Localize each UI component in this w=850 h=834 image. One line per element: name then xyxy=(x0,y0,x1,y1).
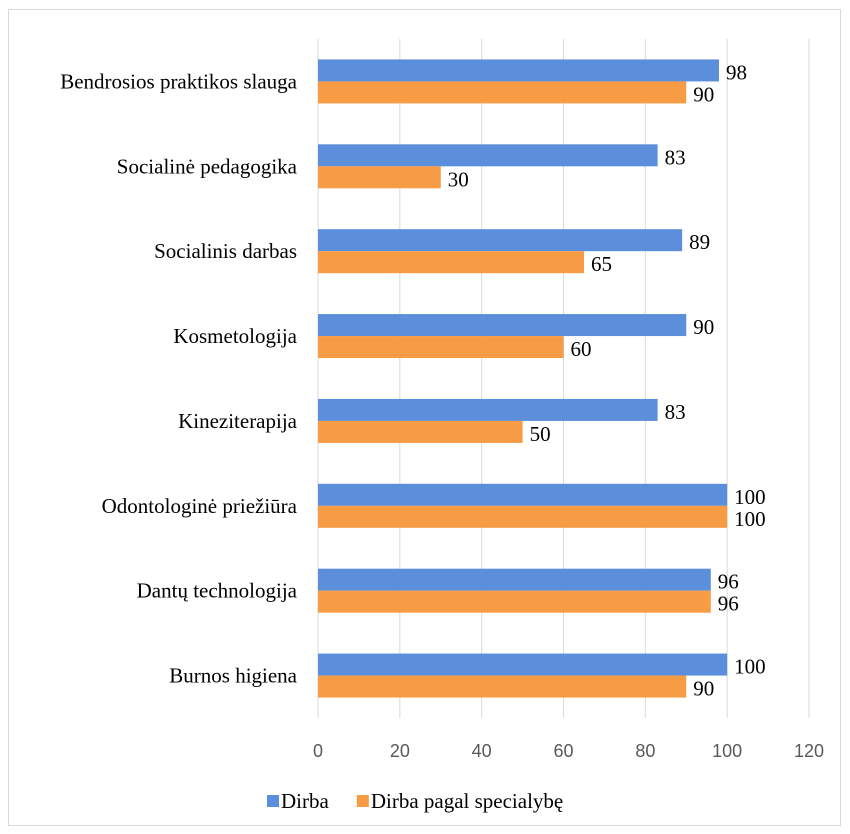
data-label-dirba-burnos-higiena: 100 xyxy=(734,655,766,679)
x-tick-80: 80 xyxy=(635,741,655,761)
bar-dirba-odontologine-prieziura xyxy=(318,483,728,506)
bar-dirba-burnos-higiena xyxy=(318,653,728,676)
bar-dirba-pagal-specialybe-burnos-higiena xyxy=(318,675,687,698)
bar-dirba-pagal-specialybe-odontologine-prieziura xyxy=(318,505,728,528)
data-label-dirba-pagal-specialybe-burnos-higiena: 90 xyxy=(693,677,714,701)
category-label-dantu-technologija: Dantų technologija xyxy=(137,579,298,603)
x-tick-20: 20 xyxy=(390,741,410,761)
x-tick-0: 0 xyxy=(313,741,323,761)
x-tick-100: 100 xyxy=(712,741,742,761)
x-tick-120: 120 xyxy=(794,741,824,761)
data-label-dirba-pagal-specialybe-socialine-pedagogika: 30 xyxy=(448,167,469,191)
category-labels: Bendrosios praktikos slauga Socialinė ped… xyxy=(60,69,297,687)
data-label-dirba-pagal-specialybe-socialinis-darbas: 65 xyxy=(591,252,612,276)
data-label-dirba-kineziterapija: 83 xyxy=(665,400,686,424)
data-label-dirba-pagal-specialybe-odontologine-prieziura: 100 xyxy=(734,507,766,531)
category-label-burnos-higiena: Burnos higiena xyxy=(169,664,297,688)
legend: Dirba Dirba pagal specialybę xyxy=(267,789,563,813)
bar-dirba-pagal-specialybe-kineziterapija xyxy=(318,420,523,443)
bar-dirba-bendrosios-praktikos-slauga xyxy=(318,59,719,82)
data-label-dirba-pagal-specialybe-kineziterapija: 50 xyxy=(530,422,551,446)
category-label-bendrosios-praktikos-slauga: Bendrosios praktikos slauga xyxy=(60,69,297,93)
data-label-dirba-odontologine-prieziura: 100 xyxy=(734,485,766,509)
x-tick-60: 60 xyxy=(553,741,573,761)
data-label-dirba-pagal-specialybe-bendrosios-praktikos-slauga: 90 xyxy=(693,82,714,106)
bar-dirba-pagal-specialybe-bendrosios-praktikos-slauga xyxy=(318,81,687,104)
bar-dirba-dantu-technologija xyxy=(318,568,711,591)
x-tick-labels: 0 20 40 60 80 100 120 xyxy=(313,741,824,761)
legend-item-dirba: Dirba xyxy=(267,789,329,813)
data-label-dirba-socialine-pedagogika: 83 xyxy=(665,145,686,169)
legend-swatch-dirba-pagal-specialybe xyxy=(356,795,369,807)
bar-dirba-pagal-specialybe-dantu-technologija xyxy=(318,590,711,613)
data-label-dirba-socialinis-darbas: 89 xyxy=(689,230,710,254)
legend-swatch-dirba xyxy=(267,795,279,807)
data-label-dirba-kosmetologija: 90 xyxy=(693,315,714,339)
category-label-odontologine-prieziura: Odontologinė priežiūra xyxy=(102,494,298,518)
category-label-kosmetologija: Kosmetologija xyxy=(173,324,297,348)
bar-dirba-pagal-specialybe-kosmetologija xyxy=(318,336,564,359)
bar-dirba-pagal-specialybe-socialine-pedagogika xyxy=(318,166,441,189)
bar-dirba-socialine-pedagogika xyxy=(318,144,658,167)
data-label-dirba-pagal-specialybe-dantu-technologija: 96 xyxy=(718,592,739,616)
category-label-socialine-pedagogika: Socialinė pedagogika xyxy=(117,154,298,178)
bar-dirba-kosmetologija xyxy=(318,314,687,337)
bar-dirba-pagal-specialybe-socialinis-darbas xyxy=(318,251,584,274)
legend-item-dirba-pagal-specialybe: Dirba pagal specialybę xyxy=(356,789,563,813)
category-label-socialinis-darbas: Socialinis darbas xyxy=(154,239,297,263)
legend-label-dirba-pagal-specialybe: Dirba pagal specialybę xyxy=(371,789,563,813)
legend-label-dirba: Dirba xyxy=(281,789,329,813)
data-label-dirba-dantu-technologija: 96 xyxy=(718,570,739,594)
data-label-dirba-bendrosios-praktikos-slauga: 98 xyxy=(726,60,747,84)
bar-dirba-socialinis-darbas xyxy=(318,229,683,252)
data-label-dirba-pagal-specialybe-kosmetologija: 60 xyxy=(571,337,592,361)
gridlines xyxy=(317,39,810,718)
bars xyxy=(318,59,728,698)
category-label-kineziterapija: Kineziterapija xyxy=(178,409,298,433)
bar-dirba-kineziterapija xyxy=(318,398,658,421)
x-tick-40: 40 xyxy=(472,741,492,761)
